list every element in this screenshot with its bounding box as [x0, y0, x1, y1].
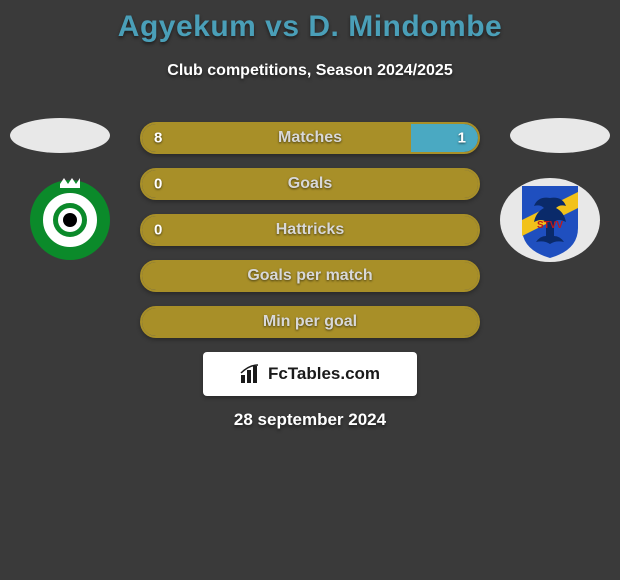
stat-value-left: 0: [154, 222, 162, 239]
stat-row: Matches8 1: [140, 122, 480, 154]
player-photo-left: [10, 118, 110, 153]
page-title: Agyekum vs D. Mindombe: [0, 0, 620, 44]
stat-value-right: 1: [458, 130, 466, 147]
stat-metric-label: Goals per match: [142, 267, 478, 285]
stat-row: Goals0: [140, 168, 480, 200]
stat-value-left: 0: [154, 176, 162, 193]
player-photo-right: [510, 118, 610, 153]
stat-metric-label: Goals: [142, 175, 478, 193]
club-logo-right: STVV: [500, 178, 600, 262]
stat-row: Goals per match: [140, 260, 480, 292]
stat-metric-label: Min per goal: [142, 313, 478, 331]
stat-metric-label: Hattricks: [142, 221, 478, 239]
date-label: 28 september 2024: [0, 410, 620, 430]
watermark-text: FcTables.com: [268, 364, 380, 384]
stat-row: Min per goal: [140, 306, 480, 338]
svg-text:STVV: STVV: [537, 220, 563, 231]
bar-chart-icon: [240, 364, 262, 384]
club-logo-left: [20, 178, 120, 262]
stat-row: Hattricks0: [140, 214, 480, 246]
stat-value-left: 8: [154, 130, 162, 147]
subtitle: Club competitions, Season 2024/2025: [0, 62, 620, 80]
stat-metric-label: Matches: [142, 129, 478, 147]
watermark: FcTables.com: [203, 352, 417, 396]
